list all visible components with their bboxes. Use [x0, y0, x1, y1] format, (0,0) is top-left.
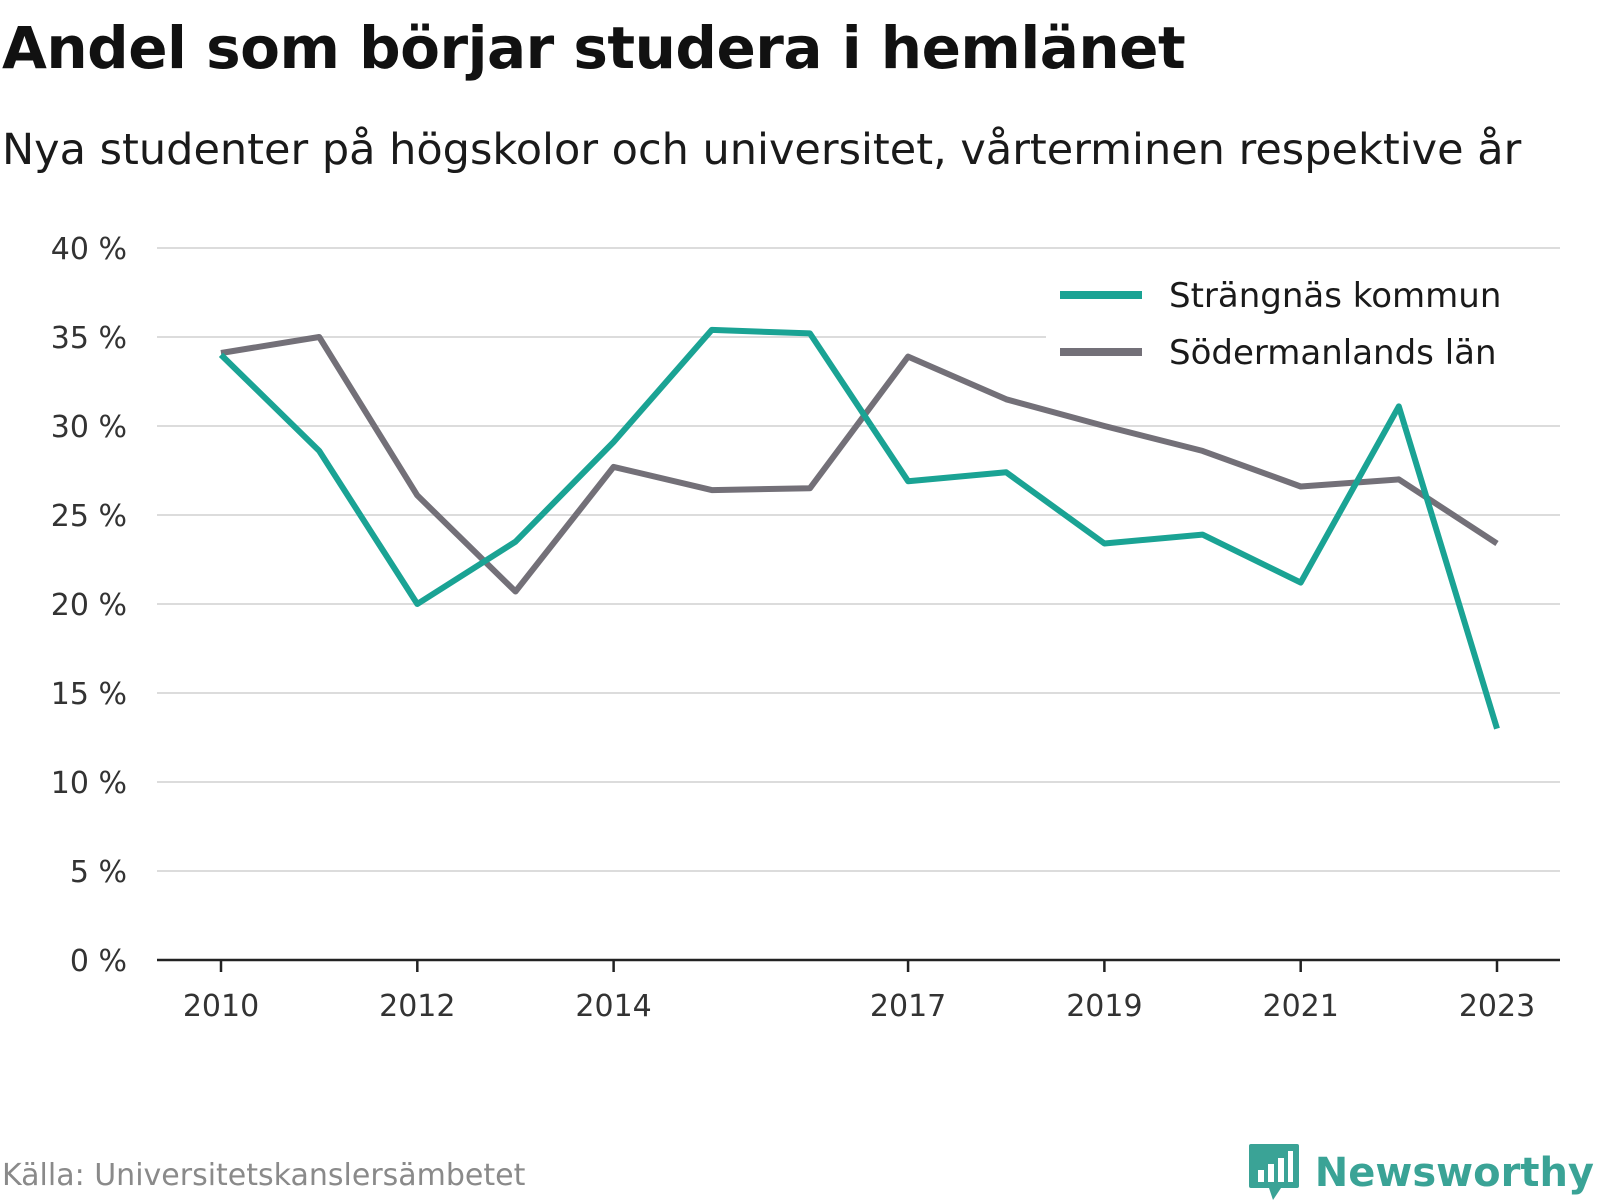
x-tick-label: 2012 [379, 989, 455, 1024]
x-tick-label: 2017 [870, 989, 946, 1024]
series-line-2 [220, 334, 1499, 595]
y-tick-label: 30 % [51, 410, 127, 445]
x-tick-label: 2023 [1459, 989, 1535, 1024]
brand-name: Newsworthy [1314, 1150, 1594, 1196]
y-tick-label: 5 % [70, 855, 127, 890]
y-tick-label: 25 % [51, 499, 127, 534]
x-tick-label: 2010 [183, 989, 259, 1024]
legend: Strängnäs kommun Södermanlands län [1046, 265, 1566, 385]
source-note: Källa: Universitetskanslersämbetet [2, 1158, 526, 1193]
chart-subtitle: Nya studenter på högskolor och universit… [2, 125, 1522, 175]
legend-label: Strängnäs kommun [1169, 276, 1501, 316]
newsworthy-logo-icon [1248, 1144, 1299, 1200]
y-tick-label: 35 % [51, 321, 127, 356]
legend-label: Södermanlands län [1169, 333, 1497, 373]
series-line-1 [218, 326, 1500, 730]
y-tick-label: 10 % [51, 766, 127, 801]
series-lines [218, 326, 1500, 730]
y-tick-label: 15 % [51, 677, 127, 712]
y-axis-ticks: 0 % 5 % 10 % 15 % 20 % 25 % 30 % 35 % 40 % [51, 232, 127, 979]
x-tick-label: 2014 [575, 989, 651, 1024]
y-tick-label: 0 % [70, 944, 127, 979]
legend-background [1046, 265, 1566, 385]
y-tick-label: 20 % [51, 588, 127, 623]
y-tick-label: 40 % [51, 232, 127, 267]
chart-title: Andel som börjar studera i hemlänet [2, 14, 1186, 82]
x-tick-label: 2019 [1066, 989, 1142, 1024]
brand-logo: Newsworthy [1247, 1142, 1594, 1204]
x-axis-ticks: 2010 2012 2014 2017 2019 2021 2023 [183, 960, 1535, 1024]
x-tick-label: 2021 [1263, 989, 1339, 1024]
